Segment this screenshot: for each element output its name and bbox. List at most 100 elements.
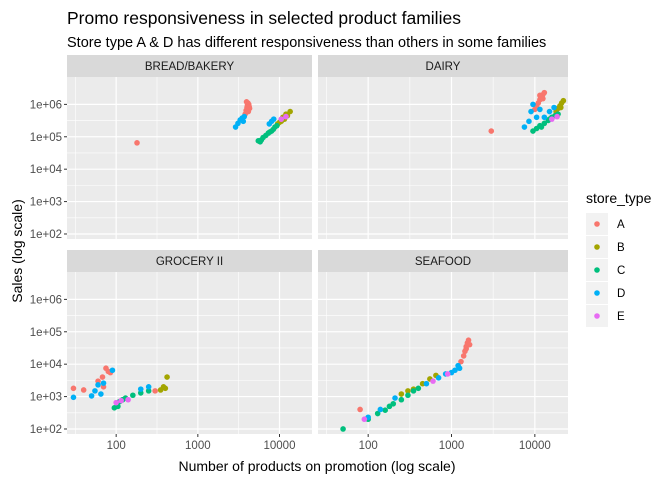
x-tick-label: 10000 (519, 440, 551, 452)
data-point-c (410, 388, 417, 394)
data-point-d (240, 118, 247, 125)
legend-label: A (617, 219, 625, 231)
data-point-a (460, 353, 467, 359)
data-point-d (521, 124, 528, 130)
x-tick-label: 100 (359, 440, 378, 452)
legend-label: B (617, 242, 625, 254)
facet-strip-label: SEAFOOD (415, 256, 471, 268)
data-point-a (80, 387, 87, 393)
data-points (70, 365, 170, 411)
chart-subtitle: Store type A & D has different responsiv… (67, 35, 546, 51)
facet-strip (67, 250, 312, 272)
data-point-a (541, 89, 548, 96)
data-point-a (463, 345, 469, 352)
legend-key-e (594, 313, 600, 319)
data-point-b (560, 97, 567, 104)
legend-label: C (617, 265, 625, 277)
x-tick-label: 1000 (439, 440, 465, 452)
data-point-e (113, 399, 119, 406)
data-point-d (95, 382, 101, 388)
y-tick-label: 1e+05 (30, 132, 62, 144)
facet-strip (318, 55, 568, 77)
data-point-a (357, 406, 363, 413)
facet-panel: DAIRY (318, 55, 568, 239)
data-point-b (558, 104, 564, 111)
data-point-d (241, 113, 248, 120)
y-tick-label: 1e+06 (30, 99, 62, 111)
data-point-c (145, 388, 152, 394)
y-tick-label: 1e+02 (30, 424, 62, 436)
legend-key-d (594, 290, 600, 296)
data-point-a (488, 128, 495, 134)
data-point-d (392, 395, 398, 401)
data-point-d (528, 108, 534, 115)
facet-panels: BREAD/BAKERY 1e+02 1e+03 1e+04 1e+05 1e+06 DAI… (30, 55, 568, 452)
data-point-b (164, 374, 170, 380)
data-point-b (398, 391, 405, 397)
data-point-c (257, 139, 263, 145)
gridlines (67, 272, 312, 434)
legend-label: E (617, 311, 625, 323)
data-point-a (465, 337, 472, 343)
data-point-c (405, 392, 411, 399)
data-point-d (530, 101, 536, 108)
data-point-c (374, 410, 381, 417)
data-point-d (270, 116, 277, 122)
facet-panel: SEAFOOD 100 1000 10000 (318, 250, 568, 452)
data-point-c (382, 407, 388, 413)
y-tick-label: 1e+03 (30, 197, 62, 209)
data-point-d (109, 367, 116, 374)
data-point-a (134, 140, 140, 146)
panel-background (318, 77, 568, 239)
data-point-c (274, 122, 280, 129)
data-point-a (243, 99, 250, 105)
legend-key-a (594, 221, 600, 227)
gridlines (318, 77, 568, 239)
data-point-a (458, 358, 464, 365)
data-point-c (538, 124, 545, 130)
data-points (134, 99, 293, 146)
data-point-d (435, 374, 442, 381)
data-point-a (540, 95, 546, 102)
data-point-e (278, 116, 285, 122)
data-point-d (526, 118, 532, 125)
data-point-d (92, 388, 98, 394)
data-point-d (70, 394, 77, 401)
facet-strip-label: GROCERY II (156, 256, 223, 268)
data-point-c (386, 403, 393, 410)
data-points (488, 89, 567, 134)
y-axis-title: Sales (log scale) (9, 199, 25, 303)
legend-key-b (594, 244, 600, 250)
data-point-a (246, 103, 252, 110)
data-point-a (245, 108, 252, 115)
data-point-a (152, 388, 158, 394)
panel-background (318, 272, 568, 434)
data-points (340, 337, 473, 432)
data-point-e (283, 113, 289, 120)
data-point-d (456, 365, 463, 372)
data-point-d (88, 393, 95, 399)
x-axis-title: Number of products on promotion (log sca… (178, 458, 455, 474)
data-point-e (361, 416, 368, 423)
data-point-a (99, 374, 106, 380)
data-point-d (546, 108, 553, 115)
data-point-d (551, 104, 557, 111)
data-point-c (398, 396, 405, 403)
facet-panel: BREAD/BAKERY 1e+02 1e+03 1e+04 1e+05 1e+06 (30, 55, 312, 241)
chart-title: Promo responsiveness in selected product… (67, 8, 461, 28)
data-point-d (137, 386, 144, 392)
x-tick-label: 10000 (264, 440, 296, 452)
data-point-d (145, 384, 152, 390)
data-point-a (466, 341, 473, 348)
legend-title: store_type (586, 190, 652, 206)
data-point-d (423, 380, 430, 387)
data-point-d (533, 114, 540, 121)
y-tick-label: 1e+06 (30, 294, 62, 306)
facet-panel: GROCERY II 1e+02 1e+03 1e+04 1e+05 1e+06 100 10… (30, 250, 312, 452)
data-point-c (415, 385, 422, 392)
data-point-d (541, 114, 548, 121)
data-point-e (430, 378, 436, 384)
data-point-c (340, 426, 346, 432)
